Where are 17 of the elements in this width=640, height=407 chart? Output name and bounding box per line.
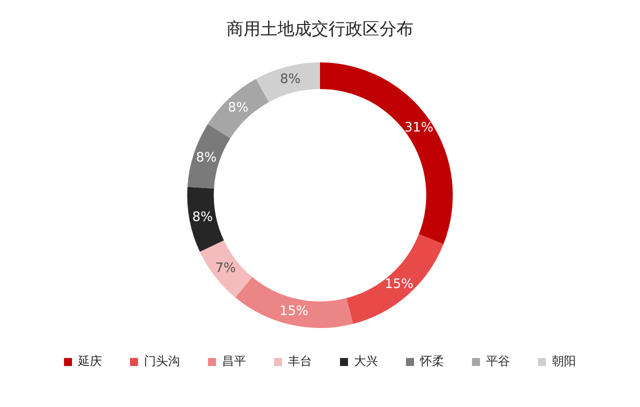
- legend-label: 门头沟: [144, 354, 180, 368]
- legend-label: 延庆: [77, 354, 102, 368]
- data-label: 7%: [215, 260, 236, 276]
- legend-label: 朝阳: [552, 354, 576, 368]
- legend-label: 大兴: [354, 354, 378, 368]
- legend-label: 怀柔: [419, 354, 444, 368]
- chart-title: 商用土地成交行政区分布: [226, 20, 414, 40]
- data-label: 31%: [404, 120, 434, 136]
- legend-label: 平谷: [486, 354, 510, 368]
- data-label: 8%: [280, 72, 301, 87]
- data-label: 15%: [279, 304, 308, 320]
- legend-label: 丰台: [288, 354, 312, 368]
- data-label: 8%: [196, 150, 217, 166]
- data-label: 8%: [228, 100, 248, 116]
- data-label: 8%: [192, 210, 213, 225]
- legend-label: 昌平: [222, 354, 246, 368]
- data-label: 15%: [384, 277, 414, 292]
